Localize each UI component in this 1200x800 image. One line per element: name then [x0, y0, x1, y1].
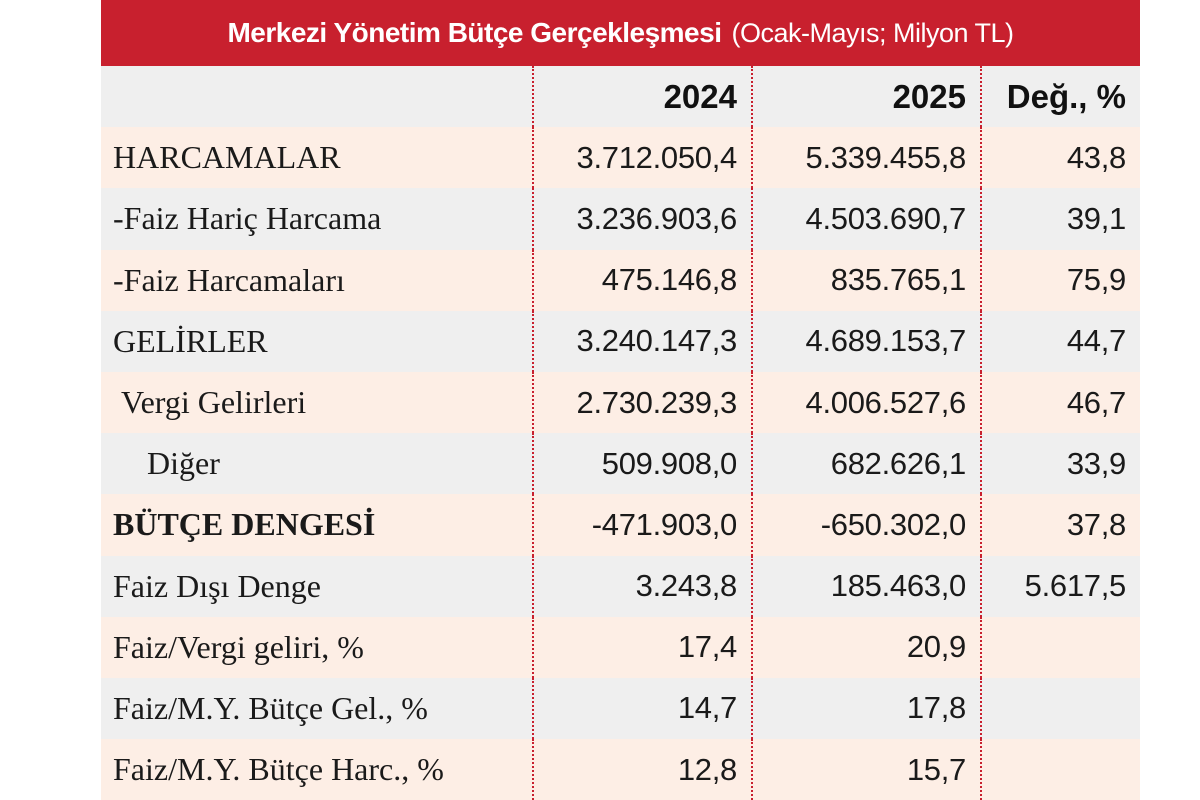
value-2025: -650.302,0	[751, 494, 981, 556]
value-2024: 3.240.147,3	[532, 310, 752, 372]
table-row: Faiz/M.Y. Bütçe Gel., % 14,7 17,8	[101, 677, 1140, 740]
table-title-bar: Merkezi Yönetim Bütçe Gerçekleşmesi (Oca…	[101, 0, 1140, 66]
table-title: Merkezi Yönetim Bütçe Gerçekleşmesi	[227, 17, 722, 48]
value-2024: 3.236.903,6	[532, 188, 752, 250]
value-2024: 14,7	[532, 677, 752, 740]
table-row: Faiz/Vergi geliri, % 17,4 20,9	[101, 616, 1140, 678]
table-row: Diğer 509.908,0 682.626,1 33,9	[101, 433, 1140, 495]
value-2025: 15,7	[751, 739, 981, 800]
row-label: Faiz/M.Y. Bütçe Gel., %	[113, 689, 428, 726]
header-2024: 2024	[532, 66, 752, 128]
value-2024: 17,4	[532, 616, 752, 678]
row-label: -Faiz Harcamaları	[113, 261, 345, 298]
value-2025: 17,8	[751, 677, 981, 740]
row-label: Vergi Gelirleri	[121, 384, 307, 421]
table-row: BÜTÇE DENGESİ -471.903,0 -650.302,0 37,8	[101, 494, 1140, 556]
row-label: BÜTÇE DENGESİ	[113, 506, 376, 543]
value-change: 5.617,5	[980, 555, 1140, 617]
header-empty	[101, 66, 533, 127]
value-change	[980, 616, 1140, 678]
value-2025: 4.689.153,7	[751, 310, 981, 372]
table-row: -Faiz Hariç Harcama 3.236.903,6 4.503.69…	[101, 188, 1140, 250]
row-label: HARCAMALAR	[113, 139, 341, 176]
row-label: Faiz/Vergi geliri, %	[113, 628, 364, 665]
value-2025: 20,9	[751, 616, 981, 678]
value-change: 33,9	[980, 433, 1140, 495]
table-row: GELİRLER 3.240.147,3 4.689.153,7 44,7	[101, 310, 1140, 372]
value-change	[980, 739, 1140, 800]
value-2024: 475.146,8	[532, 249, 752, 311]
value-2024: 2.730.239,3	[532, 371, 752, 434]
budget-table: 2024 2025 Değ., % HARCAMALAR 3.712.050,4…	[101, 66, 1140, 800]
value-change: 43,8	[980, 127, 1140, 189]
budget-table-card: Merkezi Yönetim Bütçe Gerçekleşmesi (Oca…	[101, 0, 1140, 800]
value-change: 39,1	[980, 188, 1140, 250]
value-change: 37,8	[980, 494, 1140, 556]
table-row: HARCAMALAR 3.712.050,4 5.339.455,8 43,8	[101, 127, 1140, 189]
value-2024: 3.243,8	[532, 555, 752, 617]
value-change: 44,7	[980, 310, 1140, 372]
value-change: 75,9	[980, 249, 1140, 311]
row-label: Diğer	[147, 445, 220, 482]
table-row: Faiz Dışı Denge 3.243,8 185.463,0 5.617,…	[101, 555, 1140, 617]
row-label: GELİRLER	[113, 322, 268, 359]
value-2025: 4.006.527,6	[751, 371, 981, 434]
value-2024: 3.712.050,4	[532, 127, 752, 189]
header-row: 2024 2025 Değ., %	[101, 66, 1140, 128]
value-change: 46,7	[980, 371, 1140, 434]
table-subtitle: (Ocak-Mayıs; Milyon TL)	[731, 17, 1014, 48]
value-2024: 12,8	[532, 739, 752, 800]
row-label: Faiz/M.Y. Bütçe Harc., %	[113, 751, 444, 788]
value-2025: 835.765,1	[751, 249, 981, 311]
table-row: Faiz/M.Y. Bütçe Harc., % 12,8 15,7	[101, 739, 1140, 800]
row-label: -Faiz Hariç Harcama	[113, 200, 382, 237]
value-change	[980, 677, 1140, 740]
header-change: Değ., %	[980, 66, 1140, 128]
table-row: -Faiz Harcamaları 475.146,8 835.765,1 75…	[101, 249, 1140, 311]
value-2024: -471.903,0	[532, 494, 752, 556]
value-2025: 682.626,1	[751, 433, 981, 495]
value-2025: 5.339.455,8	[751, 127, 981, 189]
value-2024: 509.908,0	[532, 433, 752, 495]
row-label: Faiz Dışı Denge	[113, 567, 321, 604]
header-2025: 2025	[751, 66, 981, 128]
value-2025: 4.503.690,7	[751, 188, 981, 250]
value-2025: 185.463,0	[751, 555, 981, 617]
table-row: Vergi Gelirleri 2.730.239,3 4.006.527,6 …	[101, 371, 1140, 434]
